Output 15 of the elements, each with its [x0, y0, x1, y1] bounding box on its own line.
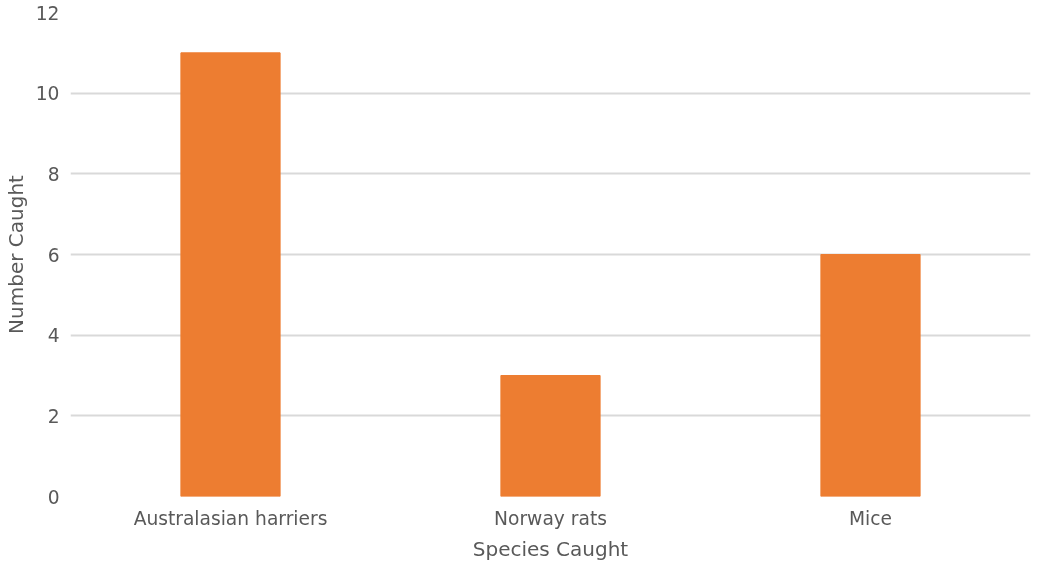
x-axis-title: Species Caught	[472, 536, 629, 561]
x-tick-label: Mice	[848, 507, 893, 529]
bar	[500, 375, 601, 497]
y-tick-label: 6	[47, 244, 60, 266]
bar	[180, 52, 281, 497]
y-tick-label: 0	[47, 486, 60, 508]
x-tick-label: Norway rats	[494, 507, 607, 529]
y-tick-label: 10	[35, 83, 60, 105]
y-axis-title: Number Caught	[3, 174, 28, 334]
y-tick-label: 4	[47, 325, 60, 347]
bar	[820, 254, 921, 497]
y-tick-label: 12	[35, 2, 60, 24]
y-tick-label: 2	[47, 405, 60, 427]
y-tick-label: 8	[47, 163, 60, 185]
x-tick-label: Australasian harriers	[133, 507, 328, 529]
